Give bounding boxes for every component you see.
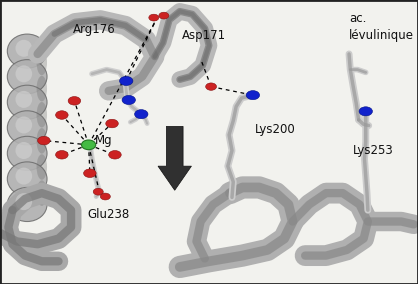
Circle shape [246, 91, 260, 100]
Ellipse shape [37, 180, 47, 206]
Circle shape [82, 140, 96, 150]
Text: Lys200: Lys200 [255, 123, 296, 136]
Circle shape [122, 95, 135, 105]
Ellipse shape [37, 128, 47, 154]
Circle shape [120, 76, 133, 85]
Ellipse shape [8, 111, 47, 145]
Circle shape [93, 188, 103, 195]
Circle shape [68, 97, 81, 105]
Ellipse shape [15, 142, 32, 159]
Circle shape [100, 193, 110, 200]
Ellipse shape [37, 154, 47, 180]
Ellipse shape [15, 40, 32, 57]
Ellipse shape [15, 116, 32, 133]
Ellipse shape [8, 187, 47, 222]
Ellipse shape [8, 136, 47, 170]
Ellipse shape [15, 193, 32, 210]
Ellipse shape [37, 102, 47, 128]
Circle shape [135, 110, 148, 119]
Text: Glu238: Glu238 [88, 208, 130, 221]
Text: ac.: ac. [349, 12, 367, 25]
Ellipse shape [8, 34, 47, 68]
Ellipse shape [37, 76, 47, 101]
Circle shape [159, 12, 169, 19]
Text: Lys253: Lys253 [353, 144, 394, 157]
Text: Arg176: Arg176 [73, 23, 116, 36]
Circle shape [38, 136, 50, 145]
Circle shape [109, 151, 121, 159]
Text: lévulinique: lévulinique [349, 29, 414, 42]
Ellipse shape [8, 85, 47, 119]
Circle shape [56, 111, 68, 119]
Ellipse shape [15, 91, 32, 108]
Circle shape [56, 151, 68, 159]
Circle shape [359, 107, 372, 116]
Text: Asp171: Asp171 [182, 29, 226, 42]
Ellipse shape [8, 60, 47, 94]
Circle shape [149, 14, 159, 21]
Polygon shape [158, 126, 191, 190]
Circle shape [206, 83, 217, 90]
Circle shape [84, 169, 96, 178]
Ellipse shape [15, 65, 32, 82]
Ellipse shape [8, 162, 47, 196]
Ellipse shape [15, 168, 32, 185]
Ellipse shape [37, 50, 47, 75]
Circle shape [106, 119, 118, 128]
Text: Mg: Mg [95, 134, 113, 147]
